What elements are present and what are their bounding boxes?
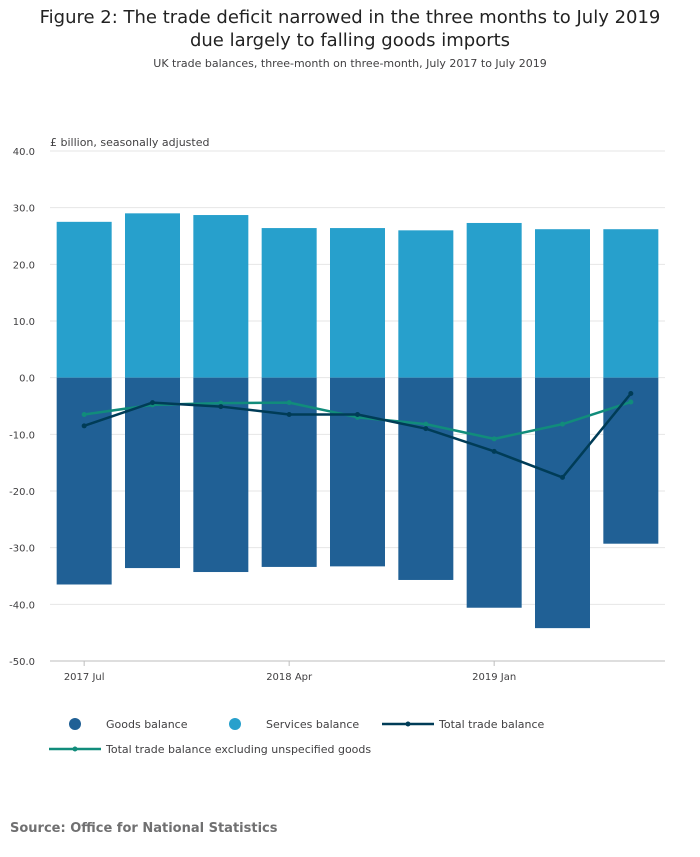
services-bar — [125, 213, 180, 378]
services-bar — [261, 228, 317, 378]
legend-label: Total trade balance — [438, 718, 545, 731]
legend-label: Total trade balance excluding unspecifie… — [105, 743, 371, 756]
total-excl-unspecified-point — [423, 421, 429, 427]
total-excl-unspecified-point — [491, 436, 497, 442]
goods-bar — [193, 377, 249, 573]
goods-bar — [466, 377, 522, 608]
goods-bar — [261, 377, 317, 567]
source-note: Source: Office for National Statistics — [10, 821, 278, 836]
total-trade-balance-point — [628, 391, 634, 397]
y-tick-label: -10.0 — [9, 430, 35, 441]
total-trade-balance-point — [491, 448, 497, 454]
y-tick-label: -20.0 — [9, 487, 35, 498]
chart-subtitle: UK trade balances, three-month on three-… — [153, 57, 547, 70]
goods-bar — [56, 377, 112, 585]
legend-swatch — [69, 718, 81, 730]
x-tick-label: 2019 Jan — [472, 672, 516, 683]
goods-bar — [330, 377, 385, 567]
total-excl-unspecified-point — [628, 399, 634, 405]
legend: Goods balance Services balance Total trade… — [49, 718, 545, 756]
services-bar — [603, 229, 659, 378]
y-axis: 40.0 30.0 20.0 10.0 0.0 -10.0 -20.0 -30.0 -40.0 -… — [9, 147, 35, 668]
y-tick-label: 0.0 — [19, 374, 35, 385]
services-bar — [466, 222, 522, 378]
y-tick-label: 10.0 — [13, 317, 35, 328]
legend-swatch-dot — [72, 746, 78, 752]
x-axis: 2017 Jul 2018 Apr 2019 Jan — [50, 660, 665, 683]
y-tick-label: 40.0 — [13, 147, 35, 158]
chart-title: Figure 2: The trade deficit narrowed in … — [39, 7, 661, 51]
total-excl-unspecified-point — [560, 421, 565, 427]
y-tick-label: -30.0 — [9, 544, 35, 555]
y-tick-label: 20.0 — [13, 260, 35, 271]
legend-label: Services balance — [266, 718, 359, 731]
total-trade-balance-point — [286, 412, 292, 417]
legend-label: Goods balance — [106, 718, 188, 731]
total-trade-balance-point — [560, 474, 565, 480]
x-tick-label: 2018 Apr — [266, 672, 313, 683]
services-bar — [193, 215, 249, 378]
services-bar — [398, 230, 454, 378]
legend-swatch-dot — [405, 721, 411, 727]
y-axis-unit-label: £ billion, seasonally adjusted — [50, 136, 209, 149]
goods-bar — [603, 377, 659, 544]
total-trade-balance-point — [150, 400, 155, 406]
services-bar — [535, 229, 590, 378]
lines — [81, 391, 634, 480]
y-tick-label: -40.0 — [9, 600, 35, 611]
goods-bar — [398, 377, 454, 580]
total-excl-unspecified-point — [81, 412, 87, 417]
chart: 40.0 30.0 20.0 10.0 0.0 -10.0 -20.0 -30.0 -40.0 -… — [9, 136, 665, 756]
total-trade-balance-point — [81, 423, 87, 429]
legend-swatch — [229, 718, 241, 730]
y-tick-label: -50.0 — [9, 657, 35, 668]
services-bar — [330, 228, 385, 378]
total-trade-balance-point — [355, 412, 360, 417]
bars — [56, 213, 659, 629]
y-tick-label: 30.0 — [13, 204, 35, 215]
total-excl-unspecified-point — [286, 400, 292, 406]
services-bar — [56, 221, 112, 378]
total-trade-balance-point — [218, 404, 224, 410]
goods-bar — [535, 377, 590, 629]
total-trade-balance-point — [423, 426, 429, 432]
x-tick-label: 2017 Jul — [64, 672, 105, 683]
